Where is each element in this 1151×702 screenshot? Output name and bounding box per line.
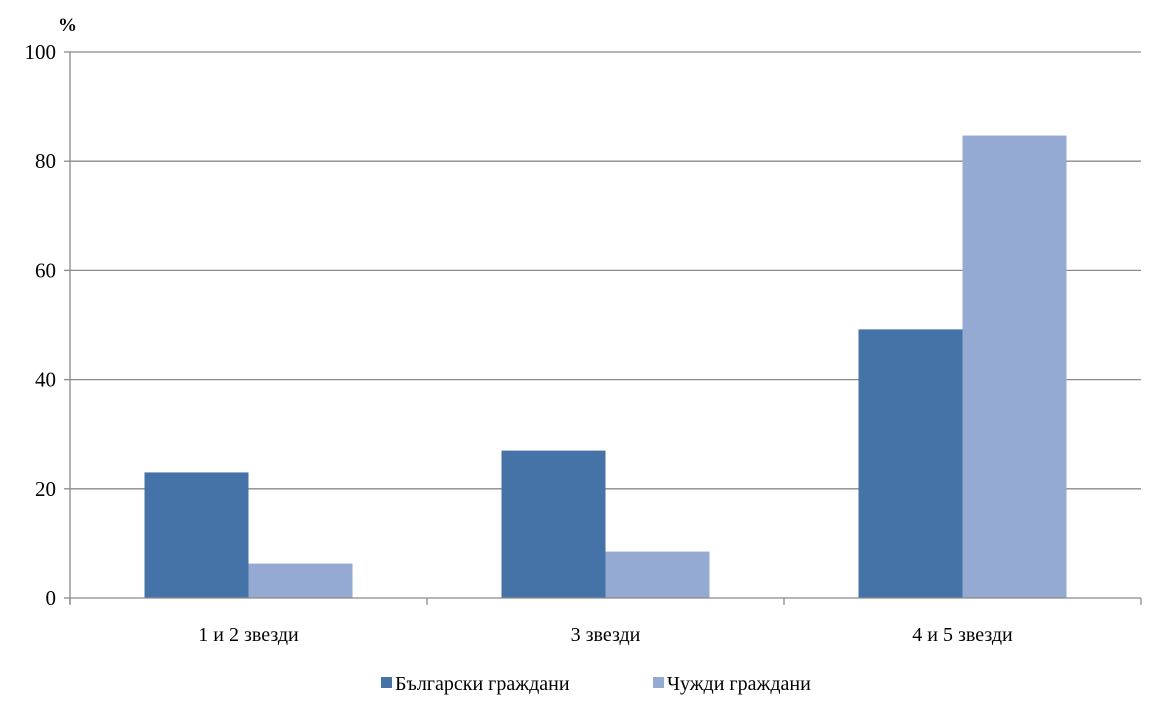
y-tick-label: 40 <box>35 368 56 392</box>
category-label: 4 и 5 звезди <box>912 624 1013 646</box>
bar <box>501 450 606 598</box>
category-label: 1 и 2 звезди <box>198 624 299 646</box>
category-label: 3 звезди <box>571 624 641 646</box>
y-tick-label: 60 <box>35 258 56 282</box>
legend-swatch <box>653 677 664 688</box>
y-tick-label: 0 <box>46 586 57 610</box>
legend-swatch <box>381 677 392 688</box>
bar <box>858 329 963 598</box>
category-labels: 1 и 2 звезди 3 звезди 4 и 5 звезди <box>198 624 1013 646</box>
y-tick-label: 20 <box>35 477 56 501</box>
legend-label: Български граждани <box>395 673 570 695</box>
legend: Български граждани Чужди граждани <box>381 673 811 695</box>
y-tick-labels: 0 20 40 60 80 100 <box>25 40 57 610</box>
axes <box>69 52 1142 605</box>
bar <box>962 135 1067 598</box>
bars <box>144 135 1067 598</box>
bar <box>248 563 353 598</box>
y-tick-label: 80 <box>35 149 56 173</box>
bar <box>605 551 710 598</box>
legend-label: Чужди граждани <box>667 673 811 695</box>
y-tick-label: 100 <box>25 40 57 64</box>
bar <box>144 472 249 598</box>
y-axis-unit-label: % <box>58 15 77 36</box>
